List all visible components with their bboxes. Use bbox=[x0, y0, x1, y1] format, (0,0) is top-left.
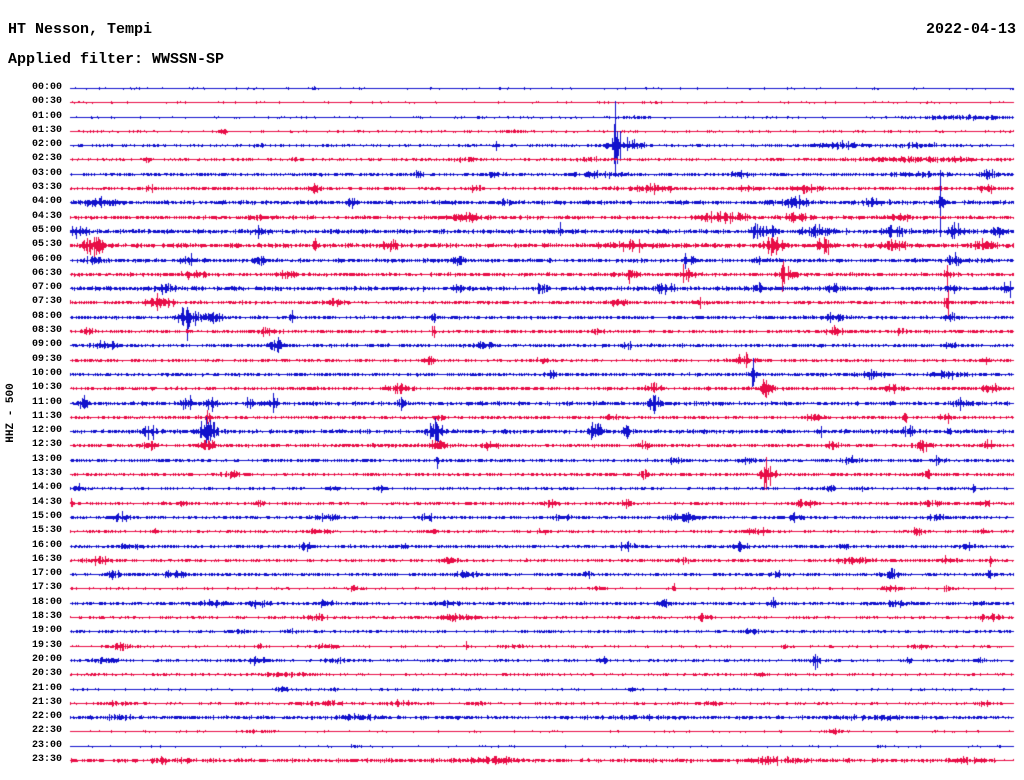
trace-time-label: 09:00 bbox=[31, 339, 62, 350]
trace-time-label: 16:30 bbox=[31, 554, 62, 565]
trace-time-label: 04:00 bbox=[31, 196, 62, 207]
trace-time-label: 21:30 bbox=[31, 697, 62, 708]
trace-time-label: 08:30 bbox=[31, 325, 62, 336]
trace-time-label: 20:00 bbox=[31, 654, 62, 665]
trace-time-label: 17:00 bbox=[31, 568, 62, 579]
trace-time-label: 17:30 bbox=[31, 582, 62, 593]
trace-time-label: 14:00 bbox=[31, 482, 62, 493]
trace-time-label: 01:00 bbox=[31, 111, 62, 122]
trace-time-label: 05:00 bbox=[31, 225, 62, 236]
trace-time-label: 19:30 bbox=[31, 640, 62, 651]
trace-time-label: 08:00 bbox=[31, 311, 62, 322]
trace-time-label: 16:00 bbox=[31, 540, 62, 551]
record-date: 2022-04-13 bbox=[925, 21, 1016, 38]
station-title: HT Nesson, Tempi bbox=[8, 21, 153, 38]
trace-time-label: 22:30 bbox=[31, 725, 62, 736]
trace-time-label: 02:30 bbox=[31, 153, 62, 164]
trace-time-label: 11:30 bbox=[31, 411, 62, 422]
trace-time-label: 12:00 bbox=[31, 425, 62, 436]
trace-time-label: 23:30 bbox=[31, 754, 62, 765]
trace-time-label: 02:00 bbox=[31, 139, 62, 150]
trace-time-label: 13:00 bbox=[31, 454, 62, 465]
trace-time-label: 04:30 bbox=[31, 211, 62, 222]
trace-time-label: 06:00 bbox=[31, 254, 62, 265]
trace-time-label: 23:00 bbox=[31, 740, 62, 751]
trace-time-label: 18:00 bbox=[31, 597, 62, 608]
trace-time-label: 14:30 bbox=[31, 497, 62, 508]
filter-label: Applied filter: WWSSN-SP bbox=[8, 51, 225, 68]
trace-time-label: 06:30 bbox=[31, 268, 62, 279]
trace-time-label: 00:30 bbox=[31, 96, 62, 107]
trace-time-label: 15:30 bbox=[31, 525, 62, 536]
trace-time-label: 22:00 bbox=[31, 711, 62, 722]
trace-time-label: 18:30 bbox=[31, 611, 62, 622]
trace-time-label: 05:30 bbox=[31, 239, 62, 250]
trace-time-label: 21:00 bbox=[31, 683, 62, 694]
trace-time-label: 13:30 bbox=[31, 468, 62, 479]
trace-time-label: 03:00 bbox=[31, 168, 62, 179]
trace-time-label: 07:30 bbox=[31, 296, 62, 307]
trace-time-label: 01:30 bbox=[31, 125, 62, 136]
trace-time-label: 03:30 bbox=[31, 182, 62, 193]
trace-time-label: 11:00 bbox=[31, 397, 62, 408]
trace-time-label: 10:30 bbox=[31, 382, 62, 393]
trace-time-label: 10:00 bbox=[31, 368, 62, 379]
trace-time-label: 20:30 bbox=[31, 668, 62, 679]
trace-time-label: 09:30 bbox=[31, 354, 62, 365]
trace-time-label: 15:00 bbox=[31, 511, 62, 522]
trace-time-label: 12:30 bbox=[31, 439, 62, 450]
trace-time-label: 00:00 bbox=[31, 82, 62, 93]
trace-time-label: 07:00 bbox=[31, 282, 62, 293]
trace-time-label: 19:00 bbox=[31, 625, 62, 636]
